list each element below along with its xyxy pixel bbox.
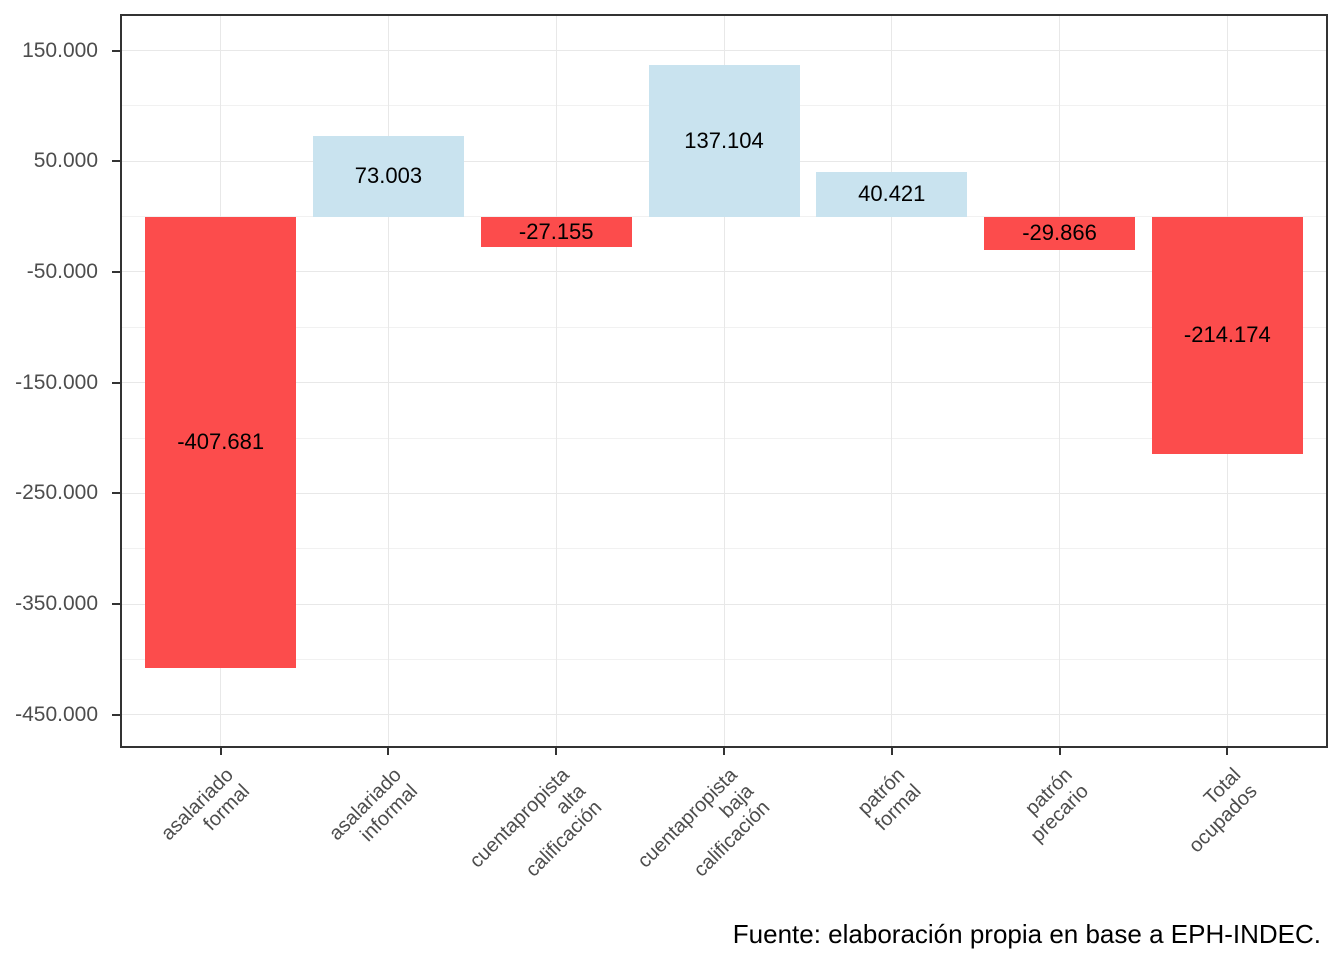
bar-value-label: -407.681 <box>177 429 265 455</box>
x-gridline-patron-formal <box>891 14 893 748</box>
bar-patron-precario <box>984 216 1136 250</box>
y-axis-tick <box>112 603 120 606</box>
x-axis-label-cuentapropista-baja-calificacion: cuentapropista baja calificación <box>633 764 775 882</box>
x-axis-tick <box>1226 748 1229 755</box>
x-axis-tick <box>1058 748 1061 755</box>
y-axis-tick-label: -50.000 <box>26 259 98 283</box>
bar-total-ocupados <box>1151 216 1303 454</box>
x-gridline-cuentapropista-alta-calificacion <box>555 14 557 748</box>
y-axis-tick <box>112 713 120 716</box>
x-axis-tick <box>555 748 558 755</box>
y-axis-tick <box>112 160 120 163</box>
x-gridline-cuentapropista-baja-calificacion <box>723 14 725 748</box>
x-axis-tick <box>219 748 222 755</box>
plot-panel: -407.681 73.003 -27.155 137.104 40.421 -29.86… <box>120 14 1328 748</box>
bar-value-label: -27.155 <box>518 218 594 244</box>
y-axis-tick-label: -250.000 <box>15 481 98 505</box>
bar-asalariado-informal <box>312 135 464 217</box>
bar-value-label: 137.104 <box>684 127 764 153</box>
x-axis-tick <box>723 748 725 755</box>
y-axis-tick <box>112 381 120 384</box>
y-axis-tick <box>112 49 120 52</box>
x-gridline-patron-precario <box>1059 14 1061 748</box>
x-axis-label-asalariado-informal: asalariado informal <box>325 764 423 847</box>
bar-cuentapropista-baja-calificacion <box>648 64 800 217</box>
source-caption: Fuente: elaboración propia en base a EPH… <box>732 919 1321 949</box>
bar-patron-formal <box>816 171 968 217</box>
x-axis-label-total-ocupados: Total ocupados <box>1184 764 1262 858</box>
bar-value-label: -214.174 <box>1183 322 1271 348</box>
x-gridline-asalariado-informal <box>387 14 389 748</box>
x-axis-label-patron-precario: patrón precario <box>1021 764 1094 847</box>
bar-value-label: 40.421 <box>858 181 926 207</box>
x-axis-tick <box>387 748 390 755</box>
y-axis-tick <box>112 492 120 495</box>
y-axis-tick-label: -450.000 <box>15 702 98 726</box>
x-axis-label-asalariado-formal: asalariado formal <box>157 764 255 845</box>
x-axis-tick <box>890 748 893 755</box>
y-axis-tick-label: 50.000 <box>33 149 98 173</box>
y-axis-tick-label: -150.000 <box>15 370 98 394</box>
bar-value-label: 73.003 <box>354 163 423 189</box>
x-axis-label-cuentapropista-alta-calificacion: cuentapropista alta calificación <box>465 764 607 882</box>
x-axis-label-patron-formal: patrón formal <box>853 764 926 836</box>
y-axis-tick-label: -350.000 <box>15 592 98 616</box>
bar-value-label: -29.866 <box>1022 220 1097 246</box>
bar-asalariado-formal <box>145 216 297 668</box>
bar-cuentapropista-alta-calificacion <box>480 216 632 247</box>
y-axis-tick-label: 150.000 <box>22 38 98 62</box>
y-axis-tick <box>112 270 120 273</box>
